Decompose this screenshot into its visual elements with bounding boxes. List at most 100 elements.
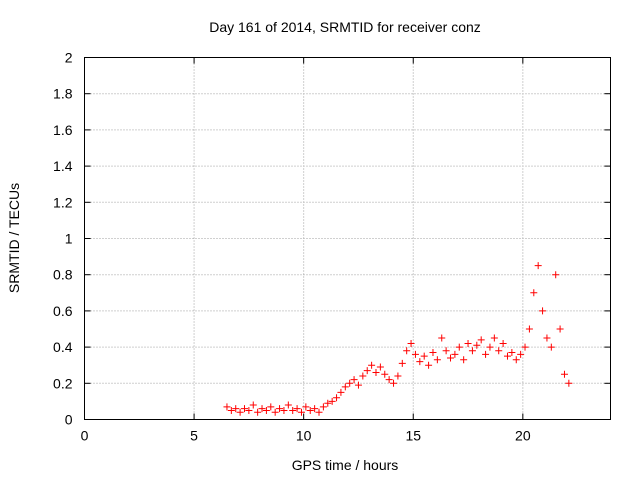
y-tick-label: 0.2 [53, 375, 73, 391]
y-tick-label: 1.6 [53, 122, 73, 138]
data-point [556, 325, 564, 333]
data-point [223, 403, 231, 411]
data-point [565, 379, 573, 387]
y-tick-labels: 0 0.2 0.4 0.6 0.8 1 1.2 1.4 1.6 1.8 2 [53, 50, 73, 428]
data-point [429, 349, 437, 357]
data-point [368, 361, 376, 369]
y-tick-label: 1.8 [53, 86, 73, 102]
data-point [490, 334, 498, 342]
y-tick-label: 2 [65, 50, 73, 66]
data-point [372, 368, 380, 376]
data-point [262, 406, 270, 414]
data-point [482, 350, 490, 358]
data-point [560, 370, 568, 378]
data-point [521, 343, 529, 351]
data-point [460, 356, 468, 364]
data-point [398, 359, 406, 367]
data-point [297, 408, 305, 416]
data-point [433, 356, 441, 364]
data-point [245, 406, 253, 414]
data-point [341, 383, 349, 391]
data-point [455, 343, 463, 351]
data-point [311, 405, 319, 413]
data-point [276, 405, 284, 413]
grid-lines [84, 57, 611, 420]
data-point [473, 341, 481, 349]
data-point [447, 354, 455, 362]
data-point [293, 405, 301, 413]
data-point [289, 406, 297, 414]
data-point [385, 376, 393, 384]
data-point [517, 350, 525, 358]
data-point [394, 372, 402, 380]
x-tick-label: 20 [515, 428, 531, 444]
data-point [495, 347, 503, 355]
y-tick-label: 1.2 [53, 194, 73, 210]
data-point [547, 343, 555, 351]
data-point [354, 381, 362, 389]
data-point [499, 339, 507, 347]
x-tick-label: 10 [296, 428, 312, 444]
data-point [284, 401, 292, 409]
data-point [240, 405, 248, 413]
data-point [227, 406, 235, 414]
x-tick-label: 15 [405, 428, 421, 444]
data-point [451, 350, 459, 358]
data-point [232, 405, 240, 413]
data-point [376, 363, 384, 371]
data-point [552, 271, 560, 279]
y-tick-label: 0.4 [53, 339, 73, 355]
data-point [328, 397, 336, 405]
data-point [407, 339, 415, 347]
data-point [249, 401, 257, 409]
data-point [420, 352, 428, 360]
y-tick-label: 0.6 [53, 303, 73, 319]
data-point [512, 356, 520, 364]
data-point [302, 403, 310, 411]
data-point [306, 406, 314, 414]
data-point [530, 289, 538, 297]
x-tick-labels: 0 5 10 15 20 [81, 428, 531, 444]
y-axis-label: SRMTID / TECUs [6, 183, 22, 293]
data-point [503, 352, 511, 360]
data-point [464, 339, 472, 347]
data-point [416, 358, 424, 366]
y-tick-label: 1.4 [53, 158, 73, 174]
y-tick-label: 1 [65, 231, 73, 247]
data-point [438, 334, 446, 342]
y-tick-label: 0 [65, 412, 73, 428]
data-point [359, 372, 367, 380]
data-point [254, 408, 262, 416]
data-point [477, 336, 485, 344]
data-point [337, 388, 345, 396]
axis-ticks [84, 57, 611, 420]
data-point [411, 350, 419, 358]
data-points [223, 262, 573, 416]
data-point [539, 307, 547, 315]
data-point [486, 343, 494, 351]
data-point [346, 379, 354, 387]
data-point [363, 367, 371, 375]
y-tick-label: 0.8 [53, 267, 73, 283]
data-point [390, 379, 398, 387]
data-point [403, 347, 411, 355]
data-point [258, 405, 266, 413]
data-point [525, 325, 533, 333]
data-point [267, 403, 275, 411]
data-point [442, 347, 450, 355]
chart-title: Day 161 of 2014, SRMTID for receiver con… [209, 19, 481, 35]
x-axis-label: GPS time / hours [292, 457, 399, 473]
data-point [543, 334, 551, 342]
data-point [271, 408, 279, 416]
data-point [280, 406, 288, 414]
data-point [333, 394, 341, 402]
data-point [236, 408, 244, 416]
data-point [319, 403, 327, 411]
data-point [315, 408, 323, 416]
data-point [425, 361, 433, 369]
x-tick-label: 0 [81, 428, 89, 444]
data-point [350, 376, 358, 384]
x-tick-label: 5 [190, 428, 198, 444]
